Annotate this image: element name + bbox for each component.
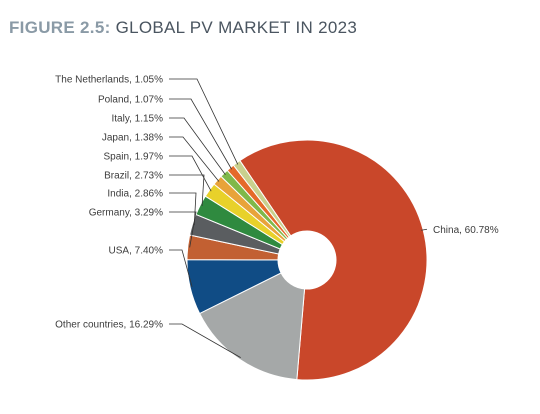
leader-italy — [169, 117, 226, 175]
leader-lines — [169, 78, 428, 358]
leader-japan — [169, 136, 220, 182]
slice-labels: China, 60.78% Other countries, 16.29% USA,… — [55, 75, 499, 331]
label-spain: Spain, 1.97% — [104, 152, 164, 163]
leader-usa — [169, 249, 193, 287]
label-china: China, 60.78% — [433, 225, 499, 236]
chart-title: FIGURE 2.5: GLOBAL PV MARKET IN 2023 — [9, 18, 357, 38]
slice-the-netherlands — [232, 159, 292, 238]
pie-slices — [186, 139, 428, 381]
label-poland: Poland, 1.07% — [98, 95, 163, 106]
label-the-netherlands: The Netherlands, 1.05% — [55, 75, 163, 86]
label-japan: Japan, 1.38% — [102, 133, 163, 144]
label-italy: Italy, 1.15% — [111, 114, 163, 125]
figure-number: FIGURE 2.5: — [9, 18, 111, 37]
leader-poland — [169, 98, 232, 170]
label-usa: USA, 7.40% — [109, 246, 164, 257]
label-brazil: Brazil, 2.73% — [104, 171, 163, 182]
slice-china — [239, 139, 428, 381]
label-india: India, 2.86% — [107, 189, 163, 200]
slice-other-countries — [198, 272, 306, 381]
leader-brazil — [169, 174, 205, 207]
label-other-countries: Other countries, 16.29% — [55, 320, 163, 331]
figure-title: GLOBAL PV MARKET IN 2023 — [110, 18, 358, 37]
leader-other-countries — [169, 323, 241, 358]
leader-china — [421, 228, 428, 231]
leader-india — [169, 192, 197, 226]
leader-the-netherlands — [169, 78, 239, 165]
label-germany: Germany, 3.29% — [89, 208, 163, 219]
leader-germany — [169, 211, 197, 248]
leader-spain — [169, 155, 212, 192]
